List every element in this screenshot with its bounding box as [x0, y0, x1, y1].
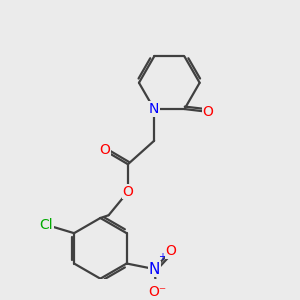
Text: +: + — [158, 252, 166, 262]
Text: O: O — [165, 244, 176, 258]
Text: O: O — [99, 143, 110, 158]
Text: O: O — [122, 185, 134, 199]
Text: O⁻: O⁻ — [148, 286, 166, 299]
Text: N: N — [148, 262, 160, 277]
Text: N: N — [149, 102, 159, 116]
Text: Cl: Cl — [40, 218, 53, 232]
Text: O: O — [202, 105, 213, 119]
